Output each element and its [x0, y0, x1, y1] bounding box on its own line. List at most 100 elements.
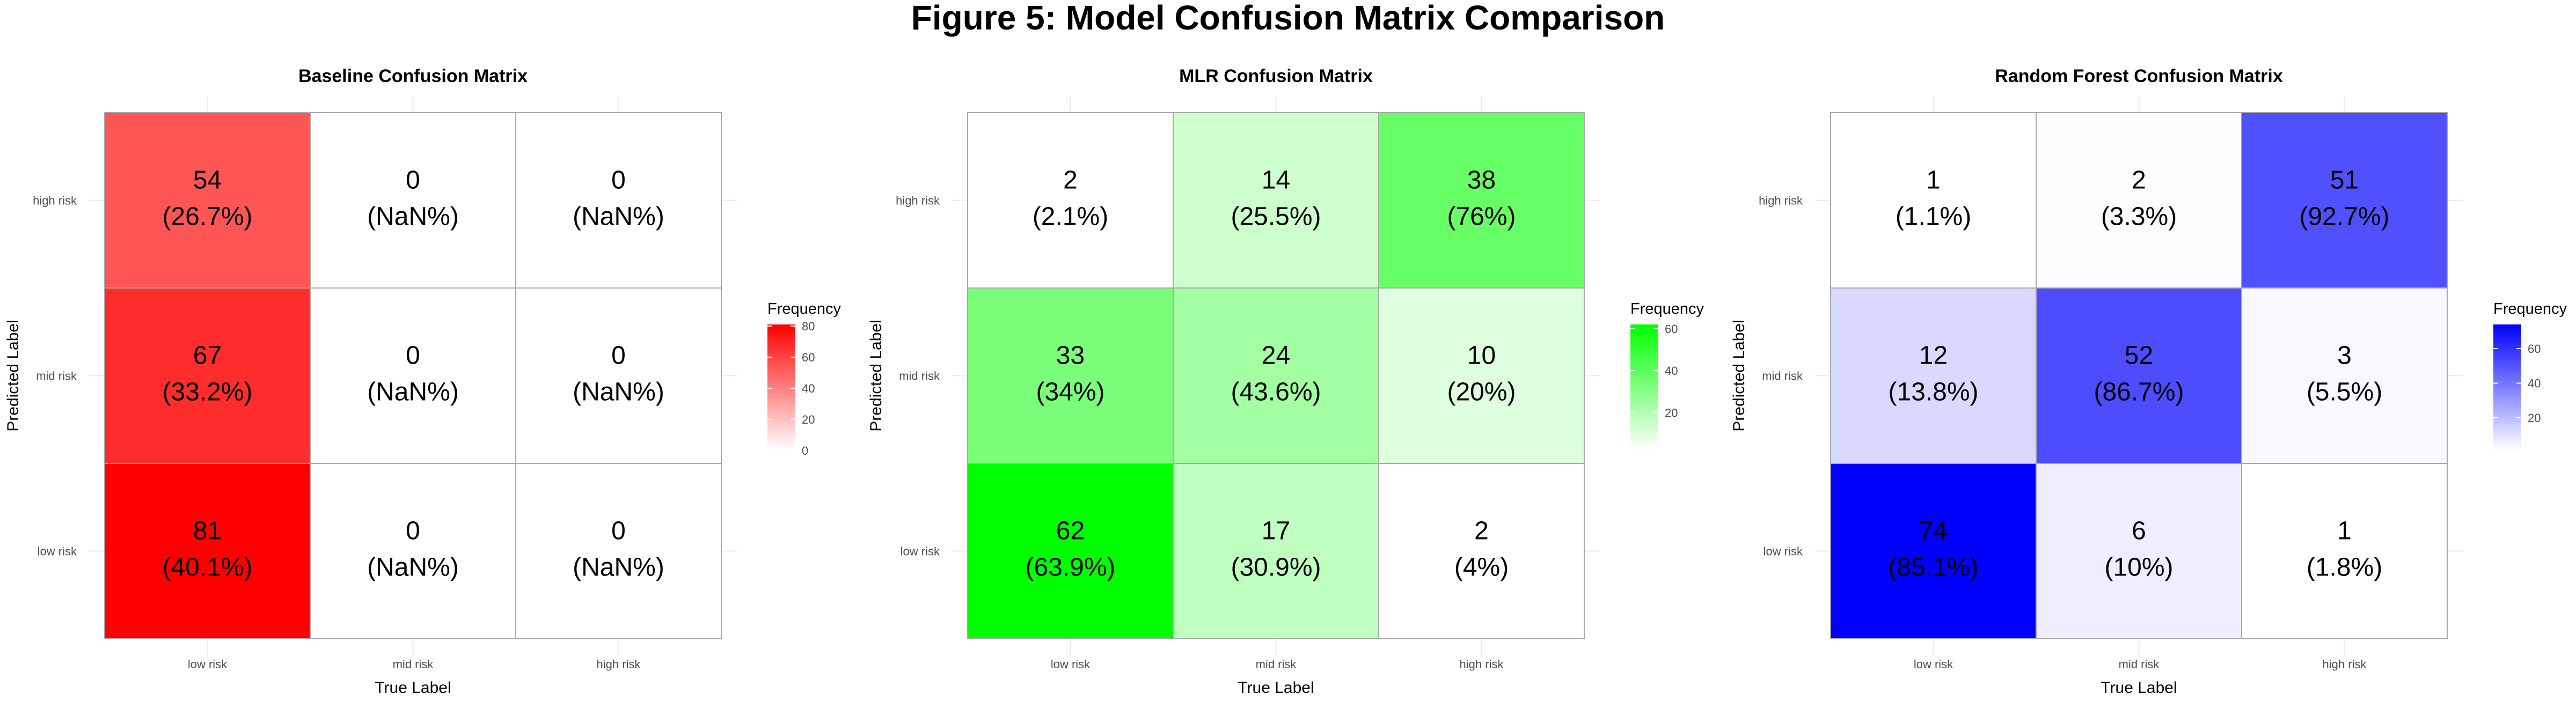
- y-tick-label: low risk: [901, 545, 940, 558]
- x-tick-label: high risk: [1460, 657, 1504, 671]
- cell-percent-label: (2.1%): [1033, 203, 1108, 231]
- legend-tick-label: 20: [2528, 411, 2541, 425]
- chart-panel-3: Random Forest Confusion Matrix 1 (1.1%) 2 (3…: [1730, 66, 2567, 697]
- cell-count-label: 33: [1056, 342, 1085, 370]
- cell-count-label: 2: [2132, 166, 2146, 195]
- heatmap-cell: [1173, 112, 1379, 289]
- cell-count-label: 10: [1467, 342, 1496, 370]
- legend-tick-label: 20: [1665, 407, 1678, 420]
- y-tick-label: high risk: [33, 194, 77, 208]
- cell-count-label: 0: [611, 517, 626, 545]
- cell-count-label: 54: [193, 166, 222, 195]
- x-tick-label: low risk: [188, 657, 228, 671]
- cell-percent-label: (1.8%): [2307, 553, 2382, 582]
- heatmap-cell: [1830, 463, 2037, 639]
- heatmap-cell: [310, 463, 516, 639]
- heatmap-cell: [515, 112, 722, 289]
- cell-count-label: 67: [193, 342, 222, 370]
- y-tick-label: mid risk: [1762, 370, 1803, 383]
- cell-count-label: 81: [193, 517, 222, 545]
- cell-count-label: 52: [2125, 342, 2153, 370]
- y-axis-title: Predicted Label: [4, 320, 22, 431]
- cell-percent-label: (NaN%): [367, 378, 459, 407]
- cell-count-label: 14: [1262, 166, 1290, 195]
- x-tick-label: mid risk: [393, 657, 434, 671]
- legend-tick-label: 60: [1665, 322, 1678, 336]
- heatmap-cell: [1378, 287, 1585, 464]
- heatmap-cell: [104, 112, 311, 289]
- cell-percent-label: (63.9%): [1025, 553, 1115, 582]
- heatmap-cell: [104, 287, 311, 464]
- cell-percent-label: (1.1%): [1896, 203, 1971, 231]
- cell-count-label: 0: [406, 166, 420, 195]
- heatmap-cell: [2241, 112, 2448, 289]
- cell-count-label: 0: [406, 517, 420, 545]
- cell-percent-label: (25.5%): [1231, 203, 1321, 231]
- cell-percent-label: (76%): [1447, 203, 1516, 231]
- cell-count-label: 12: [1919, 342, 1948, 370]
- x-axis-title: True Label: [1238, 679, 1314, 697]
- legend-title: Frequency: [1630, 300, 1704, 317]
- heatmap-cell: [515, 463, 722, 639]
- legend-title: Frequency: [2493, 300, 2567, 317]
- y-tick-label: low risk: [38, 545, 77, 558]
- heatmap-cell: [104, 463, 311, 639]
- legend-tick-label: 40: [2528, 376, 2541, 390]
- cell-count-label: 3: [2337, 342, 2352, 370]
- cell-percent-label: (26.7%): [162, 203, 252, 231]
- cell-percent-label: (10%): [2104, 553, 2173, 582]
- legend-tick-label: 0: [802, 444, 808, 457]
- x-tick-label: mid risk: [2119, 657, 2160, 671]
- heatmap-cell: [1378, 463, 1585, 639]
- cell-count-label: 0: [611, 342, 626, 370]
- cell-percent-label: (86.7%): [2094, 378, 2184, 407]
- y-axis-title: Predicted Label: [867, 320, 885, 431]
- legend-tick-label: 40: [802, 382, 815, 395]
- heatmap-cell: [1378, 112, 1585, 289]
- cell-count-label: 62: [1056, 517, 1085, 545]
- cell-count-label: 74: [1919, 517, 1948, 545]
- x-tick-label: low risk: [1914, 657, 1953, 671]
- heatmap-cell: [310, 287, 516, 464]
- y-tick-label: high risk: [896, 194, 940, 208]
- cell-percent-label: (92.7%): [2299, 203, 2389, 231]
- cell-percent-label: (NaN%): [573, 553, 664, 582]
- heatmap-cell: [2036, 112, 2242, 289]
- cell-percent-label: (NaN%): [573, 203, 664, 231]
- y-tick-label: low risk: [1763, 545, 1803, 558]
- chart-panel-1: Baseline Confusion Matrix 54 (26.7%) 0 (NaN%…: [4, 66, 841, 697]
- figure-title: Figure 5: Model Confusion Matrix Compari…: [911, 0, 1665, 37]
- heatmap-cell: [967, 463, 1174, 639]
- cell-percent-label: (33.2%): [162, 378, 252, 407]
- cell-percent-label: (5.5%): [2307, 378, 2382, 407]
- cell-count-label: 17: [1262, 517, 1290, 545]
- heatmap-cell: [2036, 287, 2242, 464]
- cell-count-label: 51: [2330, 166, 2359, 195]
- y-tick-label: mid risk: [899, 370, 940, 383]
- legend-tick-label: 60: [802, 351, 815, 364]
- legend-tick-label: 20: [802, 413, 815, 426]
- heatmap-cell: [1830, 287, 2037, 464]
- cell-percent-label: (NaN%): [367, 203, 459, 231]
- heatmap-cell: [967, 112, 1174, 289]
- cell-percent-label: (34%): [1036, 378, 1104, 407]
- heatmap-cell: [1173, 463, 1379, 639]
- cell-percent-label: (NaN%): [573, 378, 664, 407]
- heatmap-cell: [2241, 463, 2448, 639]
- y-tick-label: mid risk: [36, 370, 77, 383]
- cell-count-label: 2: [1474, 517, 1489, 545]
- x-axis-title: True Label: [2101, 679, 2177, 697]
- cell-percent-label: (4%): [1454, 553, 1509, 582]
- heatmap-cell: [1173, 287, 1379, 464]
- panel-title: Baseline Confusion Matrix: [298, 66, 528, 86]
- panel-title: MLR Confusion Matrix: [1179, 66, 1373, 86]
- legend-tick-label: 40: [1665, 364, 1678, 378]
- cell-count-label: 6: [2132, 517, 2146, 545]
- heatmap-cell: [310, 112, 516, 289]
- legend-colorbar: [767, 324, 795, 450]
- cell-count-label: 38: [1467, 166, 1496, 195]
- cell-count-label: 1: [1926, 166, 1941, 195]
- cell-percent-label: (3.3%): [2101, 203, 2177, 231]
- cell-count-label: 0: [611, 166, 626, 195]
